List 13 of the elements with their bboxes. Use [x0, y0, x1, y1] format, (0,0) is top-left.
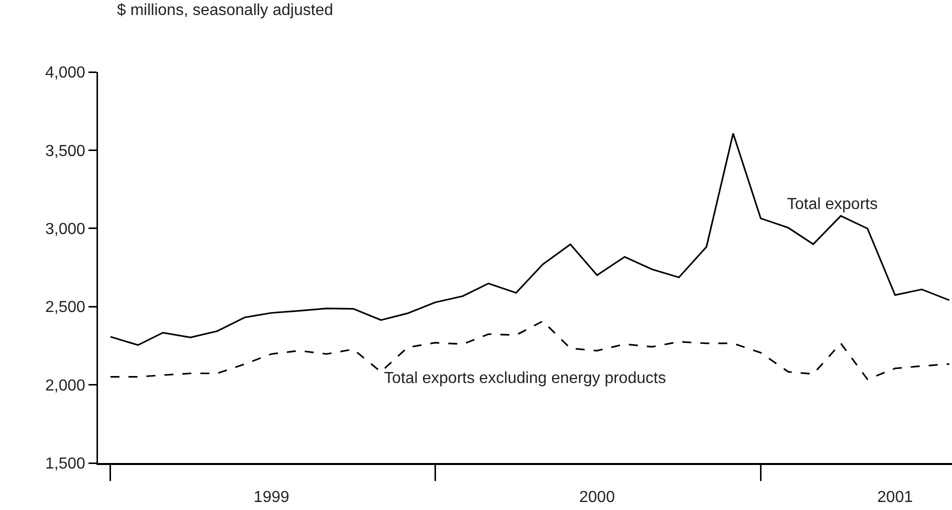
- series-label: Total exports excluding energy products: [384, 370, 666, 387]
- y-tick-label: 3,000: [45, 221, 86, 238]
- x-tick-label: 2000: [579, 489, 615, 506]
- y-axis-title: $ millions, seasonally adjusted: [117, 2, 334, 19]
- y-tick-label: 4,000: [45, 64, 86, 82]
- y-tick-label: 2,000: [45, 377, 86, 394]
- y-tick-label: 1,500: [45, 456, 86, 473]
- y-tick-label: 2,500: [45, 299, 86, 316]
- series-label: Total exports: [787, 196, 878, 213]
- x-tick-label: 2001: [877, 489, 913, 506]
- x-tick-label: 1999: [254, 489, 290, 506]
- line-series: [110, 132, 950, 346]
- y-tick-label: 3,500: [45, 142, 86, 160]
